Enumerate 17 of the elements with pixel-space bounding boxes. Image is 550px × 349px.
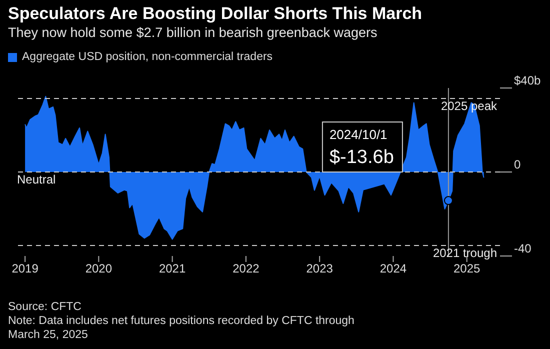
y-tick-label: -40 xyxy=(514,241,532,256)
x-tick-label: 2021 xyxy=(158,262,186,276)
x-tick-label: 2022 xyxy=(232,262,260,276)
source-note: Source: CFTC xyxy=(8,300,82,314)
x-tick-label: 2025 xyxy=(454,262,481,276)
y-tick-label: 0 xyxy=(514,157,521,172)
chart-title: Speculators Are Boosting Dollar Shorts This March xyxy=(8,4,422,24)
x-tick-label: 2020 xyxy=(85,262,112,276)
ref-line-label: 2024/10/1 $-13.6b xyxy=(329,127,394,168)
legend-label: Aggregate USD position, non-commercial traders xyxy=(21,51,273,63)
chart-subtitle: They now hold some $2.7 billion in bearish greenback wagers xyxy=(8,25,378,40)
x-tick-label: 2023 xyxy=(306,262,334,276)
x-tick-label: 2019 xyxy=(12,262,39,276)
text: Note: Data includes net futures positions recorded by CFTC through March 25, 2025 xyxy=(8,314,356,342)
y-tick-label: $40b xyxy=(514,73,542,88)
ref-line-label: Neutral xyxy=(17,172,56,187)
x-tick-label: 2024 xyxy=(380,262,407,276)
